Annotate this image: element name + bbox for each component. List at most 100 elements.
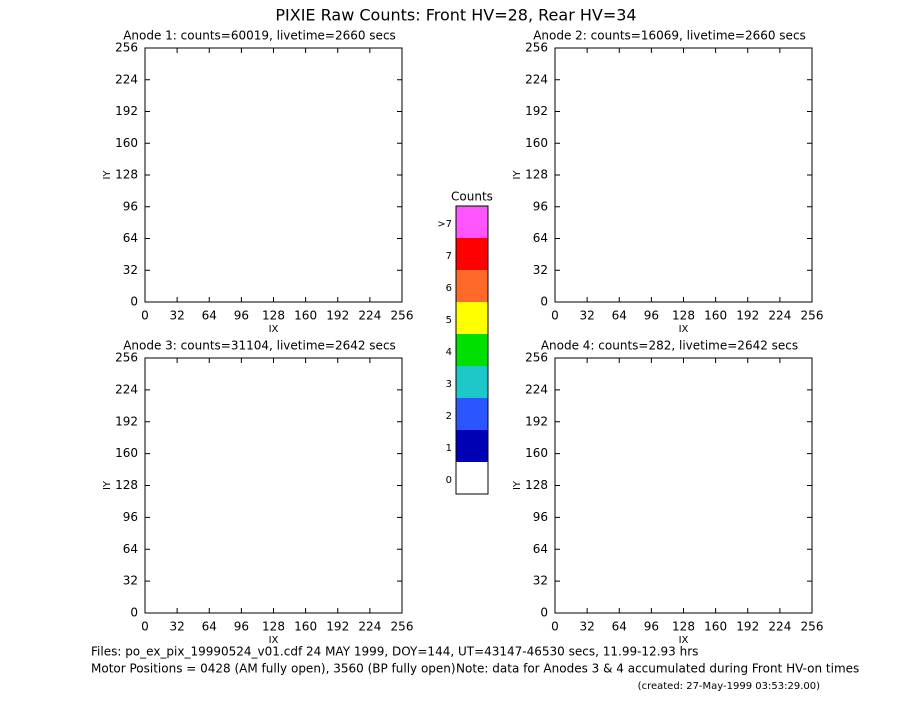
- y-tick-label: 192: [525, 104, 548, 118]
- x-tick-label: 192: [326, 309, 349, 323]
- y-tick-label: 224: [525, 72, 548, 86]
- x-tick-label: 64: [612, 620, 627, 634]
- colorbar-label: 1: [446, 443, 452, 454]
- y-tick-label: 224: [525, 382, 548, 396]
- y-tick-label: 256: [525, 351, 548, 365]
- y-tick-label: 64: [123, 542, 138, 556]
- y-tick-label: 96: [123, 199, 138, 213]
- x-tick-label: 256: [391, 309, 414, 323]
- x-tick-label: 64: [202, 309, 217, 323]
- x-tick-label: 128: [262, 309, 285, 323]
- y-tick-label: 128: [115, 168, 138, 182]
- x-tick-label: 96: [644, 309, 659, 323]
- x-tick-label: 128: [262, 620, 285, 634]
- plot-frame: [144, 47, 403, 303]
- x-tick-label: 32: [579, 309, 594, 323]
- x-tick-label: 160: [704, 620, 727, 634]
- footer-files: Files: po_ex_pix_19990524_v01.cdf 24 MAY…: [91, 645, 698, 659]
- x-tick-label: 192: [736, 309, 759, 323]
- x-axis-label: IX: [679, 635, 689, 646]
- colorbar-label: 3: [446, 379, 452, 390]
- y-tick-label: 96: [123, 510, 138, 524]
- colorbar-swatch: [456, 430, 488, 462]
- y-tick-label: 0: [540, 295, 548, 309]
- colorbar-label: 0: [446, 475, 452, 486]
- x-tick-label: 96: [644, 620, 659, 634]
- y-tick-label: 192: [525, 414, 548, 428]
- x-tick-label: 96: [234, 620, 249, 634]
- panel-title: Anode 2: counts=16069, livetime=2660 sec…: [533, 29, 806, 43]
- x-tick-label: 0: [141, 620, 149, 634]
- x-tick-label: 128: [672, 309, 695, 323]
- colorbar-label: 4: [446, 347, 452, 358]
- y-tick-label: 0: [130, 606, 138, 620]
- y-axis-label: IY: [512, 480, 523, 490]
- colorbar-label: 6: [446, 283, 452, 294]
- y-tick-label: 160: [115, 136, 138, 150]
- y-tick-label: 32: [533, 263, 548, 277]
- colorbar-label: 5: [446, 315, 452, 326]
- y-tick-label: 128: [115, 478, 138, 492]
- y-tick-label: 0: [540, 606, 548, 620]
- x-tick-label: 0: [141, 309, 149, 323]
- x-tick-label: 224: [768, 309, 791, 323]
- x-tick-label: 64: [202, 620, 217, 634]
- x-tick-label: 192: [326, 620, 349, 634]
- x-tick-label: 0: [551, 620, 559, 634]
- y-tick-label: 256: [115, 41, 138, 55]
- figure-title: PIXIE Raw Counts: Front HV=28, Rear HV=3…: [275, 6, 636, 25]
- panel-title: Anode 4: counts=282, livetime=2642 secs: [541, 339, 798, 353]
- colorbar-swatch: [456, 366, 488, 398]
- x-tick-label: 96: [234, 309, 249, 323]
- colorbar-frame: [455, 205, 489, 495]
- y-axis-label: IY: [512, 170, 523, 180]
- x-tick-label: 0: [551, 309, 559, 323]
- y-tick-label: 96: [533, 199, 548, 213]
- y-tick-label: 192: [115, 104, 138, 118]
- x-axis-label: IX: [679, 324, 689, 335]
- panel-title: Anode 3: counts=31104, livetime=2642 sec…: [123, 339, 396, 353]
- colorbar-label: 2: [446, 411, 452, 422]
- panel-title: Anode 1: counts=60019, livetime=2660 sec…: [123, 29, 396, 43]
- x-tick-label: 224: [358, 620, 381, 634]
- y-tick-label: 32: [123, 263, 138, 277]
- x-axis-label: IX: [269, 324, 279, 335]
- colorbar-label: >7: [437, 219, 452, 230]
- colorbar-swatch: [456, 206, 488, 238]
- y-tick-label: 64: [533, 542, 548, 556]
- y-tick-label: 64: [533, 231, 548, 245]
- colorbar-swatch: [456, 334, 488, 366]
- footer-note: Note: data for Anodes 3 & 4 accumulated …: [456, 662, 859, 676]
- y-tick-label: 160: [525, 136, 548, 150]
- colorbar-swatch: [456, 238, 488, 270]
- x-tick-label: 256: [801, 620, 824, 634]
- y-tick-label: 224: [115, 72, 138, 86]
- colorbar-swatch: [456, 302, 488, 334]
- plot-frame: [144, 357, 403, 614]
- y-tick-label: 32: [533, 574, 548, 588]
- y-tick-label: 64: [123, 231, 138, 245]
- x-tick-label: 32: [169, 620, 184, 634]
- x-axis-label: IX: [269, 635, 279, 646]
- y-axis-label: IY: [102, 480, 113, 490]
- plot-frame: [554, 357, 813, 614]
- x-tick-label: 160: [704, 309, 727, 323]
- x-tick-label: 256: [391, 620, 414, 634]
- x-tick-label: 224: [768, 620, 791, 634]
- y-tick-label: 128: [525, 168, 548, 182]
- y-tick-label: 224: [115, 382, 138, 396]
- y-tick-label: 32: [123, 574, 138, 588]
- x-tick-label: 32: [579, 620, 594, 634]
- x-tick-label: 224: [358, 309, 381, 323]
- footer-created: (created: 27-May-1999 03:53:29.00): [638, 681, 820, 692]
- colorbar-swatch: [456, 398, 488, 430]
- y-tick-label: 96: [533, 510, 548, 524]
- colorbar-title: Counts: [451, 190, 493, 204]
- colorbar-label: 7: [446, 251, 452, 262]
- y-tick-label: 160: [525, 446, 548, 460]
- x-tick-label: 64: [612, 309, 627, 323]
- colorbar-swatch: [456, 462, 488, 494]
- y-tick-label: 256: [115, 351, 138, 365]
- x-tick-label: 192: [736, 620, 759, 634]
